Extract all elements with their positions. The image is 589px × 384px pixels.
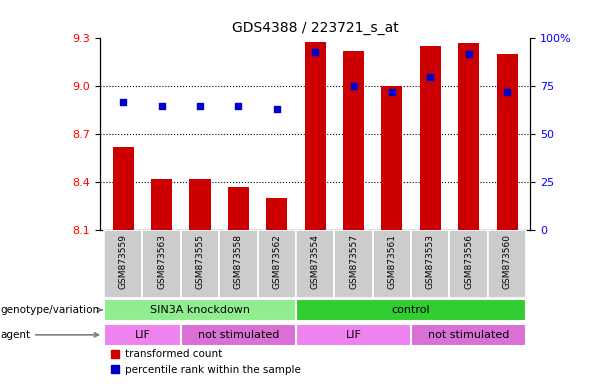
Text: LIF: LIF <box>134 330 150 340</box>
Text: not stimulated: not stimulated <box>198 330 279 340</box>
Text: agent: agent <box>0 330 98 340</box>
Point <box>387 89 396 95</box>
Bar <box>257 230 296 298</box>
Point <box>502 89 512 95</box>
Bar <box>112 147 134 230</box>
Text: SIN3A knockdown: SIN3A knockdown <box>150 305 250 315</box>
Bar <box>296 230 335 298</box>
Bar <box>181 230 219 298</box>
Bar <box>343 51 364 230</box>
Bar <box>104 324 181 346</box>
Point <box>310 49 320 55</box>
Text: GSM873553: GSM873553 <box>426 234 435 289</box>
Bar <box>411 324 526 346</box>
Bar <box>266 199 287 230</box>
Legend: transformed count, percentile rank within the sample: transformed count, percentile rank withi… <box>105 345 305 379</box>
Point <box>426 74 435 80</box>
Bar <box>411 230 449 298</box>
Point <box>464 51 474 57</box>
Text: GSM873555: GSM873555 <box>196 234 204 289</box>
Text: GSM873560: GSM873560 <box>502 234 512 289</box>
Text: GSM873559: GSM873559 <box>118 234 128 289</box>
Text: not stimulated: not stimulated <box>428 330 509 340</box>
Bar <box>181 324 296 346</box>
Text: LIF: LIF <box>346 330 362 340</box>
Text: GSM873557: GSM873557 <box>349 234 358 289</box>
Bar <box>335 230 373 298</box>
Bar <box>488 230 526 298</box>
Bar <box>143 230 181 298</box>
Bar <box>219 230 257 298</box>
Point <box>349 83 358 89</box>
Point <box>195 103 204 109</box>
Title: GDS4388 / 223721_s_at: GDS4388 / 223721_s_at <box>231 21 399 35</box>
Bar <box>296 324 411 346</box>
Text: genotype/variation: genotype/variation <box>0 305 102 315</box>
Point <box>157 103 166 109</box>
Text: GSM873556: GSM873556 <box>464 234 473 289</box>
Text: control: control <box>392 305 431 315</box>
Text: GSM873561: GSM873561 <box>388 234 396 289</box>
Bar <box>373 230 411 298</box>
Text: GSM873558: GSM873558 <box>234 234 243 289</box>
Bar <box>449 230 488 298</box>
Bar <box>458 43 479 230</box>
Bar <box>296 299 526 321</box>
Bar <box>228 187 249 230</box>
Point <box>118 99 128 105</box>
Bar <box>190 179 210 230</box>
Point <box>272 106 282 113</box>
Bar <box>104 230 143 298</box>
Bar <box>420 46 441 230</box>
Text: GSM873554: GSM873554 <box>310 234 320 289</box>
Bar <box>151 179 172 230</box>
Bar <box>497 55 518 230</box>
Bar <box>305 41 326 230</box>
Bar <box>104 299 296 321</box>
Point <box>234 103 243 109</box>
Text: GSM873563: GSM873563 <box>157 234 166 289</box>
Bar <box>381 86 402 230</box>
Text: GSM873562: GSM873562 <box>272 234 281 289</box>
